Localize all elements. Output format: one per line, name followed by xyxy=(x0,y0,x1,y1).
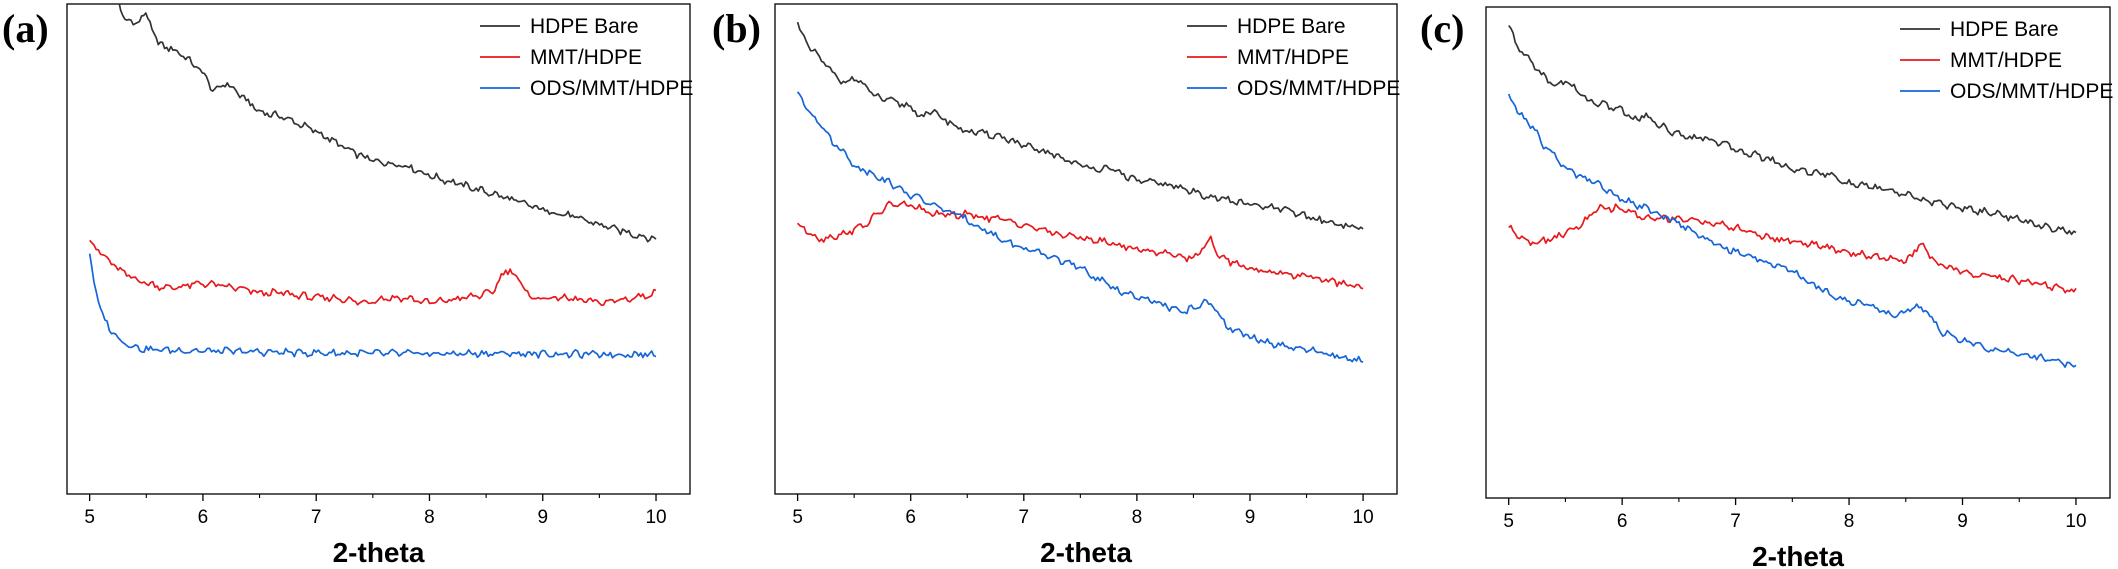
x-tick-label: 8 xyxy=(424,507,435,528)
legend-label: MMT/HDPE xyxy=(530,46,642,69)
series-line xyxy=(796,200,1364,290)
x-axis-title: 2-theta xyxy=(333,537,425,568)
x-axis-title: 2-theta xyxy=(1040,537,1132,568)
x-tick-label: 9 xyxy=(1957,511,1968,532)
series-line xyxy=(118,4,657,243)
panel-label: (b) xyxy=(712,6,761,51)
x-tick-label: 8 xyxy=(1844,511,1855,532)
x-tick-label: 7 xyxy=(1730,511,1741,532)
plot-frame xyxy=(1485,6,2111,499)
x-tick-label: 5 xyxy=(1503,511,1514,532)
x-tick-label: 6 xyxy=(1617,511,1628,532)
x-tick-label: 5 xyxy=(792,507,803,528)
series-line xyxy=(89,239,657,307)
x-tick-label: 9 xyxy=(537,507,548,528)
legend-label: HDPE Bare xyxy=(530,15,639,38)
series-line xyxy=(796,91,1364,363)
x-tick-label: 8 xyxy=(1132,507,1143,528)
panel-label: (a) xyxy=(2,6,49,51)
x-tick-label: 5 xyxy=(84,507,95,528)
legend-label: MMT/HDPE xyxy=(1237,46,1349,69)
x-tick-label: 7 xyxy=(1019,507,1030,528)
x-axis-title: 2-theta xyxy=(1752,541,1844,569)
legend-label: ODS/MMT/HDPE xyxy=(1237,77,1400,100)
x-tick-label: 10 xyxy=(645,507,666,528)
chart-panel: (c) 5 6 7 8 9 10 2-theta HDPE Bare MMT/HDPE ODS/MM… xyxy=(1420,6,2113,569)
series-line xyxy=(1508,24,2077,236)
chart-panel: (b) 5 6 7 8 9 10 2-theta HDPE Bare MMT/HDPE ODS/MM… xyxy=(712,3,1400,568)
x-tick-label: 9 xyxy=(1245,507,1256,528)
plot-frame xyxy=(774,3,1398,495)
series-line xyxy=(88,253,657,360)
legend-label: HDPE Bare xyxy=(1950,18,2059,41)
x-tick-label: 7 xyxy=(311,507,322,528)
legend-label: ODS/MMT/HDPE xyxy=(530,77,693,100)
series-line xyxy=(796,21,1364,230)
panel-label: (c) xyxy=(1420,6,1464,51)
x-tick-label: 6 xyxy=(905,507,916,528)
legend-label: MMT/HDPE xyxy=(1950,49,2062,72)
chart-panel: (a) 5 6 7 8 9 10 2-theta HDPE Bare MMT/HDPE ODS/MM… xyxy=(2,3,693,568)
x-tick-label: 6 xyxy=(198,507,209,528)
plot-frame xyxy=(66,3,691,495)
legend-label: HDPE Bare xyxy=(1237,15,1346,38)
x-tick-label: 10 xyxy=(2065,511,2086,532)
series-line xyxy=(1508,203,2077,294)
x-tick-label: 10 xyxy=(1353,507,1374,528)
series-line xyxy=(1507,93,2077,368)
legend-label: ODS/MMT/HDPE xyxy=(1950,80,2113,103)
